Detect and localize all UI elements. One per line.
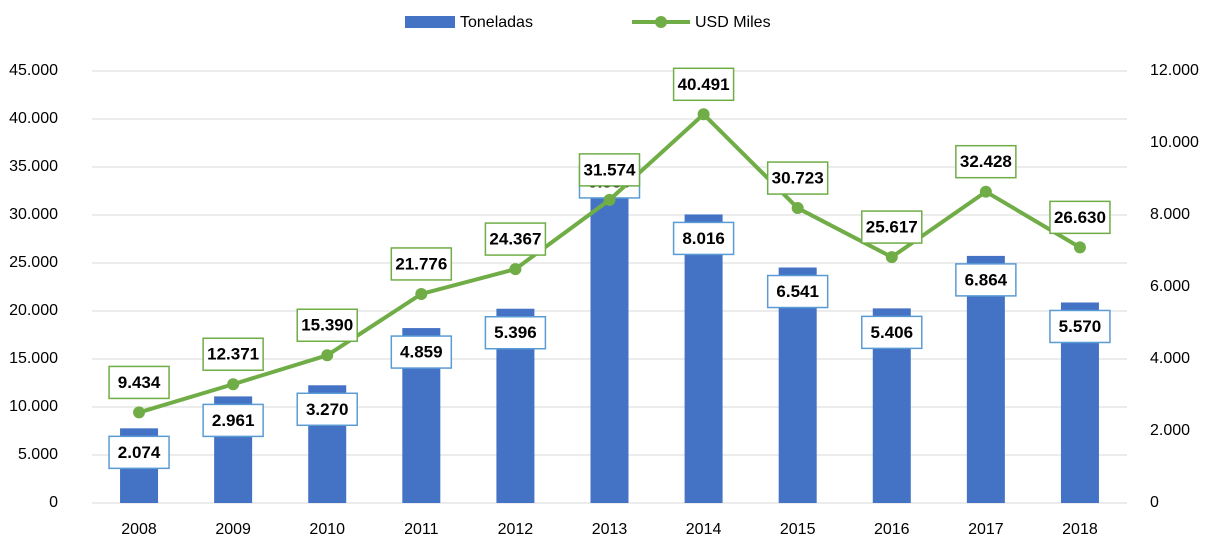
point <box>979 185 992 198</box>
line-label-box <box>672 67 735 102</box>
point <box>133 406 146 419</box>
y-tick-label: 45.000 <box>9 62 58 79</box>
bar-label: 2.961 <box>212 411 255 430</box>
bar-label: 4.859 <box>400 343 443 362</box>
bar-label: 6.541 <box>776 282 819 301</box>
bar-label: 5.406 <box>870 323 913 342</box>
bar-label: 5.570 <box>1059 317 1102 336</box>
point <box>415 287 428 300</box>
x-tick-label: 2018 <box>1062 521 1098 538</box>
y-tick-label: 30.000 <box>9 206 58 223</box>
point <box>321 349 334 362</box>
y-tick-label: 15.000 <box>9 350 58 367</box>
line-label: 31.574 <box>584 160 637 179</box>
point <box>509 263 522 276</box>
line-label-box <box>484 222 547 256</box>
x-tick-label: 2017 <box>968 521 1004 538</box>
legend-swatch <box>405 16 455 28</box>
y-tick-label: 10.000 <box>9 398 58 415</box>
point <box>1073 241 1086 254</box>
line-label-box <box>861 210 923 244</box>
bar-label-box <box>296 392 358 427</box>
bar <box>590 157 629 503</box>
legend-swatch <box>655 16 667 28</box>
line-label: 32.428 <box>960 152 1012 171</box>
y-tick-label: 40.000 <box>9 110 58 127</box>
point <box>227 378 240 391</box>
point <box>791 202 804 215</box>
line-label-box <box>1049 200 1111 235</box>
bar <box>966 255 1005 503</box>
bar <box>684 214 723 503</box>
y2-tick-label: 12.000 <box>1150 62 1199 79</box>
y2-tick-label: 8.000 <box>1150 206 1190 223</box>
x-tick-label: 2014 <box>686 521 722 538</box>
x-tick-label: 2015 <box>780 521 816 538</box>
line-label: 30.723 <box>772 169 824 188</box>
bar-label-box <box>1049 309 1111 344</box>
y2-tick-label: 0 <box>1150 494 1159 511</box>
line-label-box <box>766 161 829 195</box>
bar-label: 2.074 <box>118 443 161 462</box>
line-label-box <box>390 247 453 281</box>
x-tick-label: 2009 <box>215 521 251 538</box>
y-tick-label: 35.000 <box>9 158 58 175</box>
bar-label-box <box>390 335 453 369</box>
line-label: 21.776 <box>395 254 447 273</box>
bar-label-box <box>955 263 1017 297</box>
y2-tick-label: 10.000 <box>1150 134 1199 151</box>
line-label-box <box>578 153 641 187</box>
x-tick-label: 2012 <box>498 521 534 538</box>
bar-label-box <box>766 274 829 309</box>
bar-label-box <box>672 221 735 256</box>
line-label-box <box>108 365 170 400</box>
y-tick-label: 25.000 <box>9 254 58 271</box>
x-tick-label: 2016 <box>874 521 910 538</box>
legend-label: USD Miles <box>695 14 771 31</box>
bar-label-box <box>108 435 170 470</box>
legend-label: Toneladas <box>460 14 533 31</box>
bar-label: 6.864 <box>965 270 1008 289</box>
bar-label-box <box>202 403 264 438</box>
x-tick-label: 2013 <box>592 521 628 538</box>
line-label: 40.491 <box>678 75 730 94</box>
line-label: 26.630 <box>1054 208 1106 227</box>
y-tick-label: 5.000 <box>18 446 58 463</box>
line-label: 25.617 <box>866 218 918 237</box>
line-label: 24.367 <box>489 230 541 249</box>
point <box>603 193 616 206</box>
y-tick-label: 20.000 <box>9 302 58 319</box>
bar-label-box <box>861 315 923 350</box>
line-label: 15.390 <box>301 316 353 335</box>
x-tick-label: 2008 <box>121 521 157 538</box>
y-tick-label: 0 <box>49 494 58 511</box>
line-label: 9.434 <box>118 373 161 392</box>
point <box>885 251 898 264</box>
x-tick-label: 2010 <box>309 521 345 538</box>
line-label: 12.371 <box>207 345 259 364</box>
bar-label: 5.396 <box>494 323 537 342</box>
line-label-box <box>202 337 264 371</box>
line-label-box <box>955 144 1017 179</box>
x-tick-label: 2011 <box>404 521 439 538</box>
y2-tick-label: 4.000 <box>1150 350 1190 367</box>
bar-label: 3.270 <box>306 400 349 419</box>
line-label-box <box>296 308 358 343</box>
y2-tick-label: 6.000 <box>1150 278 1190 295</box>
point <box>697 108 710 121</box>
bar-label: 8.016 <box>682 229 725 248</box>
bar-label-box <box>484 315 547 350</box>
y2-tick-label: 2.000 <box>1150 422 1190 439</box>
